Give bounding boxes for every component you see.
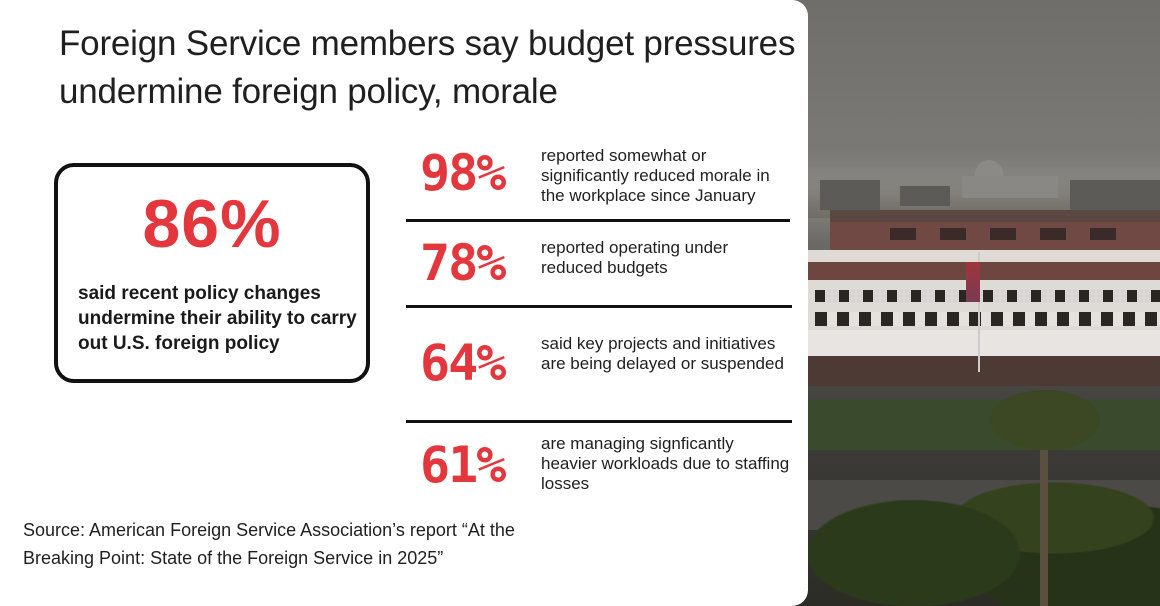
stat-description: said key projects and initiatives are be… — [541, 334, 784, 373]
highlight-stat-box: 86% said recent policy changes undermine… — [54, 163, 370, 383]
divider — [406, 305, 792, 308]
stat-item-projects: 64% said key projects and initiatives ar… — [406, 330, 792, 420]
source-citation: Source: American Foreign Service Associa… — [23, 520, 515, 568]
divider — [406, 219, 790, 222]
divider — [406, 420, 792, 423]
stat-item-morale: 98% reported somewhat or significantly r… — [406, 140, 792, 230]
highlight-percent: 86% — [142, 186, 282, 262]
stat-item-workloads: 61% are managing signficantly heavier wo… — [406, 430, 792, 520]
stat-item-budgets: 78% reported operating under reduced bud… — [406, 234, 792, 324]
highlight-description: said recent policy changes undermine the… — [78, 283, 357, 354]
stat-description: reported operating under reduced budgets — [541, 238, 729, 277]
stat-percent: 64% — [420, 334, 506, 392]
stat-description: are managing signficantly heavier worklo… — [541, 434, 790, 493]
stat-percent: 78% — [420, 234, 506, 292]
stat-description: reported somewhat or significantly reduc… — [541, 146, 770, 205]
stat-percent: 98% — [420, 144, 506, 202]
headline: Foreign Service members say budget press… — [59, 24, 796, 111]
stat-percent: 61% — [420, 436, 506, 494]
infographic-card: Foreign Service members say budget press… — [0, 0, 808, 606]
